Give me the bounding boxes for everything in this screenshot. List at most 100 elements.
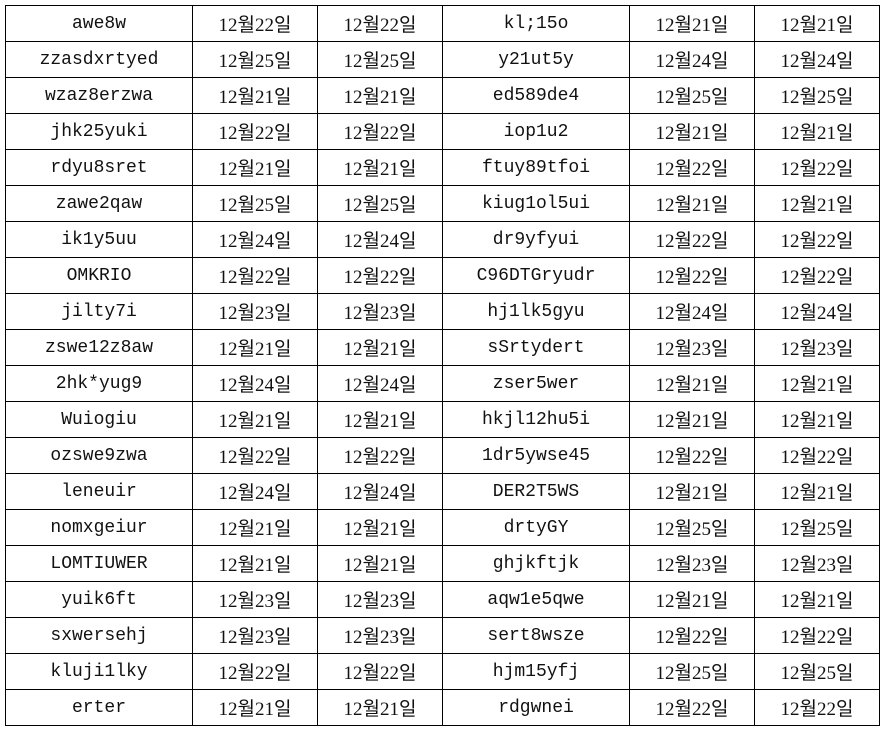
date-cell[interactable]: 12월22일 <box>754 617 880 654</box>
date-cell[interactable]: 12월22일 <box>317 653 443 690</box>
date-cell[interactable]: 12월22일 <box>629 617 755 654</box>
date-cell[interactable]: 12월21일 <box>192 401 318 438</box>
date-cell[interactable]: 12월23일 <box>629 329 755 366</box>
id-cell[interactable]: zswe12z8aw <box>5 329 193 366</box>
id-cell[interactable]: hkjl12hu5i <box>442 401 630 438</box>
date-cell[interactable]: 12월25일 <box>754 653 880 690</box>
date-cell[interactable]: 12월21일 <box>754 581 880 618</box>
id-cell[interactable]: yuik6ft <box>5 581 193 618</box>
date-cell[interactable]: 12월21일 <box>629 185 755 222</box>
id-cell[interactable]: aqw1e5qwe <box>442 581 630 618</box>
date-cell[interactable]: 12월21일 <box>754 185 880 222</box>
id-cell[interactable]: ftuy89tfoi <box>442 149 630 186</box>
date-cell[interactable]: 12월22일 <box>754 221 880 258</box>
id-cell[interactable]: zawe2qaw <box>5 185 193 222</box>
id-cell[interactable]: sert8wsze <box>442 617 630 654</box>
date-cell[interactable]: 12월23일 <box>192 293 318 330</box>
id-cell[interactable]: 1dr5ywse45 <box>442 437 630 474</box>
date-cell[interactable]: 12월21일 <box>192 149 318 186</box>
id-cell[interactable]: ed589de4 <box>442 77 630 114</box>
date-cell[interactable]: 12월23일 <box>192 581 318 618</box>
date-cell[interactable]: 12월23일 <box>317 293 443 330</box>
date-cell[interactable]: 12월25일 <box>754 509 880 546</box>
date-cell[interactable]: 12월21일 <box>754 113 880 150</box>
date-cell[interactable]: 12월22일 <box>317 113 443 150</box>
date-cell[interactable]: 12월25일 <box>629 77 755 114</box>
date-cell[interactable]: 12월24일 <box>317 473 443 510</box>
id-cell[interactable]: jhk25yuki <box>5 113 193 150</box>
id-cell[interactable]: kiug1ol5ui <box>442 185 630 222</box>
date-cell[interactable]: 12월23일 <box>754 329 880 366</box>
id-cell[interactable]: iop1u2 <box>442 113 630 150</box>
date-cell[interactable]: 12월25일 <box>192 41 318 78</box>
id-cell[interactable]: zzasdxrtyed <box>5 41 193 78</box>
id-cell[interactable]: ozswe9zwa <box>5 437 193 474</box>
id-cell[interactable]: ik1y5uu <box>5 221 193 258</box>
id-cell[interactable]: 2hk*yug9 <box>5 365 193 402</box>
date-cell[interactable]: 12월21일 <box>754 473 880 510</box>
date-cell[interactable]: 12월22일 <box>317 437 443 474</box>
date-cell[interactable]: 12월23일 <box>192 617 318 654</box>
date-cell[interactable]: 12월23일 <box>754 545 880 582</box>
id-cell[interactable]: awe8w <box>5 5 193 42</box>
id-cell[interactable]: erter <box>5 689 193 726</box>
date-cell[interactable]: 12월21일 <box>192 689 318 726</box>
date-cell[interactable]: 12월25일 <box>317 41 443 78</box>
id-cell[interactable]: zser5wer <box>442 365 630 402</box>
date-cell[interactable]: 12월22일 <box>192 5 318 42</box>
id-cell[interactable]: Wuiogiu <box>5 401 193 438</box>
date-cell[interactable]: 12월22일 <box>754 689 880 726</box>
date-cell[interactable]: 12월21일 <box>629 473 755 510</box>
date-cell[interactable]: 12월21일 <box>317 149 443 186</box>
id-cell[interactable]: DER2T5WS <box>442 473 630 510</box>
date-cell[interactable]: 12월22일 <box>629 221 755 258</box>
id-cell[interactable]: sSrtydert <box>442 329 630 366</box>
date-cell[interactable]: 12월23일 <box>629 545 755 582</box>
date-cell[interactable]: 12월21일 <box>192 77 318 114</box>
id-cell[interactable]: C96DTGryudr <box>442 257 630 294</box>
date-cell[interactable]: 12월24일 <box>629 41 755 78</box>
date-cell[interactable]: 12월22일 <box>629 257 755 294</box>
date-cell[interactable]: 12월24일 <box>192 473 318 510</box>
id-cell[interactable]: OMKRIO <box>5 257 193 294</box>
date-cell[interactable]: 12월22일 <box>754 437 880 474</box>
date-cell[interactable]: 12월24일 <box>754 41 880 78</box>
date-cell[interactable]: 12월22일 <box>192 257 318 294</box>
id-cell[interactable]: y21ut5y <box>442 41 630 78</box>
date-cell[interactable]: 12월21일 <box>629 113 755 150</box>
date-cell[interactable]: 12월24일 <box>317 221 443 258</box>
date-cell[interactable]: 12월22일 <box>629 437 755 474</box>
id-cell[interactable]: ghjkftjk <box>442 545 630 582</box>
date-cell[interactable]: 12월22일 <box>192 113 318 150</box>
id-cell[interactable]: LOMTIUWER <box>5 545 193 582</box>
id-cell[interactable]: jilty7i <box>5 293 193 330</box>
id-cell[interactable]: kl;15o <box>442 5 630 42</box>
id-cell[interactable]: drtyGY <box>442 509 630 546</box>
date-cell[interactable]: 12월23일 <box>317 581 443 618</box>
date-cell[interactable]: 12월21일 <box>629 401 755 438</box>
id-cell[interactable]: hjm15yfj <box>442 653 630 690</box>
date-cell[interactable]: 12월21일 <box>317 401 443 438</box>
date-cell[interactable]: 12월24일 <box>192 365 318 402</box>
id-cell[interactable]: hj1lk5gyu <box>442 293 630 330</box>
date-cell[interactable]: 12월24일 <box>317 365 443 402</box>
date-cell[interactable]: 12월24일 <box>192 221 318 258</box>
date-cell[interactable]: 12월22일 <box>629 149 755 186</box>
date-cell[interactable]: 12월22일 <box>754 149 880 186</box>
id-cell[interactable]: rdgwnei <box>442 689 630 726</box>
date-cell[interactable]: 12월25일 <box>192 185 318 222</box>
date-cell[interactable]: 12월22일 <box>754 257 880 294</box>
date-cell[interactable]: 12월25일 <box>754 77 880 114</box>
date-cell[interactable]: 12월21일 <box>317 689 443 726</box>
date-cell[interactable]: 12월25일 <box>629 653 755 690</box>
date-cell[interactable]: 12월23일 <box>317 617 443 654</box>
date-cell[interactable]: 12월21일 <box>629 365 755 402</box>
date-cell[interactable]: 12월21일 <box>317 545 443 582</box>
id-cell[interactable]: kluji1lky <box>5 653 193 690</box>
id-cell[interactable]: wzaz8erzwa <box>5 77 193 114</box>
date-cell[interactable]: 12월21일 <box>192 509 318 546</box>
date-cell[interactable]: 12월21일 <box>754 365 880 402</box>
date-cell[interactable]: 12월21일 <box>629 581 755 618</box>
date-cell[interactable]: 12월24일 <box>754 293 880 330</box>
date-cell[interactable]: 12월21일 <box>317 329 443 366</box>
